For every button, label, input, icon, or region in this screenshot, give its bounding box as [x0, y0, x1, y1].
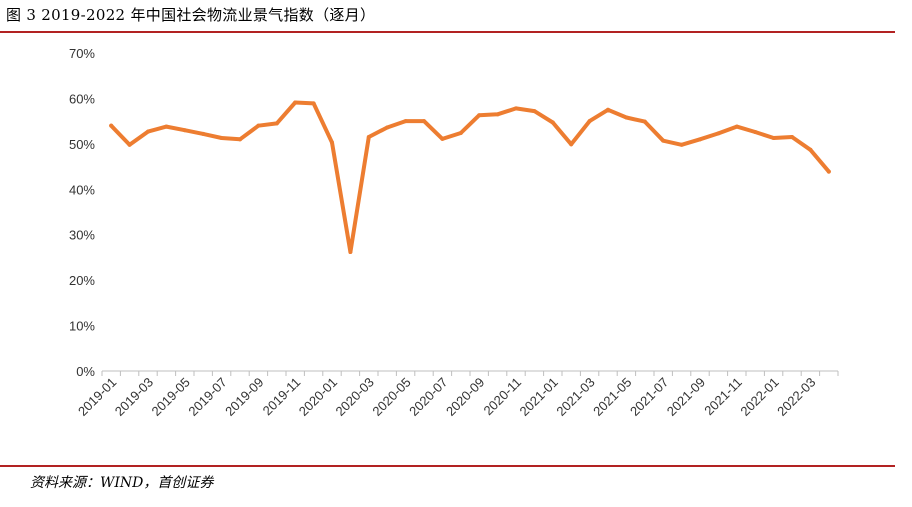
x-tick-label: 2021-11 — [701, 375, 745, 419]
x-tick-label: 2020-11 — [480, 375, 524, 419]
y-tick-label: 0% — [76, 364, 95, 379]
data-point — [477, 113, 482, 118]
data-point — [109, 123, 114, 128]
data-point — [790, 135, 794, 140]
data-point — [366, 135, 371, 140]
data-point — [642, 119, 647, 124]
data-point — [661, 138, 666, 143]
x-tick-label: 2021-05 — [590, 375, 634, 419]
data-point — [771, 135, 776, 140]
x-tick-label: 2021-01 — [517, 375, 561, 419]
y-tick-label: 40% — [69, 182, 95, 197]
y-tick-label: 30% — [69, 228, 95, 243]
x-tick-label: 2019-05 — [149, 375, 193, 419]
figure-title: 图 3 2019-2022 年中国社会物流业景气指数（逐月） — [6, 6, 376, 24]
y-tick-label: 10% — [69, 319, 95, 334]
data-point — [587, 119, 592, 124]
data-point — [256, 123, 261, 128]
data-point — [679, 142, 684, 147]
data-point — [495, 112, 500, 117]
x-tick-label: 2021-03 — [553, 375, 597, 419]
x-tick-label: 2021-07 — [627, 375, 671, 419]
top-rule — [0, 31, 895, 33]
x-tick-label: 2019-11 — [260, 375, 304, 419]
data-point — [808, 147, 813, 152]
data-point — [146, 129, 150, 134]
data-point — [422, 119, 426, 124]
y-tick-label: 70% — [69, 46, 95, 61]
data-point — [219, 135, 224, 140]
x-tick-label: 2020-07 — [406, 375, 450, 419]
x-tick-label: 2022-01 — [737, 375, 781, 419]
data-point — [182, 128, 187, 133]
data-point — [127, 142, 132, 147]
series-line — [109, 100, 831, 254]
x-tick-label: 2021-09 — [664, 375, 708, 419]
data-point — [311, 101, 316, 106]
data-point — [550, 120, 555, 125]
data-point — [440, 136, 445, 141]
data-point — [458, 130, 463, 135]
x-tick-label: 2019-09 — [222, 375, 266, 419]
data-point — [385, 125, 390, 130]
x-tick-label: 2022-03 — [774, 375, 818, 419]
data-point — [403, 119, 408, 124]
x-tick-label: 2019-01 — [75, 375, 119, 419]
y-tick-label: 50% — [69, 137, 95, 152]
data-point — [826, 169, 831, 174]
x-axis-labels: 2019-012019-032019-052019-072019-092019-… — [75, 375, 819, 419]
bottom-rule — [0, 465, 895, 467]
source-note: 资料来源：WIND，首创证券 — [30, 475, 214, 491]
data-point — [734, 124, 739, 129]
data-point — [753, 130, 758, 135]
y-axis-labels: 0% 10% 20% 30% 40% 50% 60% 70% — [69, 46, 95, 379]
data-point — [514, 106, 518, 111]
data-points — [109, 100, 831, 254]
x-tick-label: 2019-03 — [112, 375, 156, 419]
x-axis-ticks — [101, 371, 839, 376]
data-point — [569, 142, 574, 147]
y-tick-label: 20% — [69, 273, 95, 288]
x-tick-label: 2020-01 — [296, 375, 340, 419]
data-point — [274, 121, 279, 126]
data-point — [606, 107, 610, 112]
x-tick-label: 2019-07 — [185, 375, 229, 419]
x-tick-label: 2020-03 — [333, 375, 377, 419]
data-point — [330, 140, 334, 145]
x-tick-label: 2020-09 — [443, 375, 487, 419]
data-point — [293, 100, 298, 105]
data-point — [201, 131, 206, 136]
data-point — [698, 137, 702, 142]
y-tick-label: 60% — [69, 91, 95, 106]
data-point — [624, 115, 629, 120]
data-point — [164, 124, 169, 129]
x-tick-label: 2020-05 — [369, 375, 413, 419]
data-point — [238, 137, 242, 142]
data-point — [532, 109, 537, 114]
data-point — [348, 249, 353, 254]
data-point — [716, 131, 721, 136]
